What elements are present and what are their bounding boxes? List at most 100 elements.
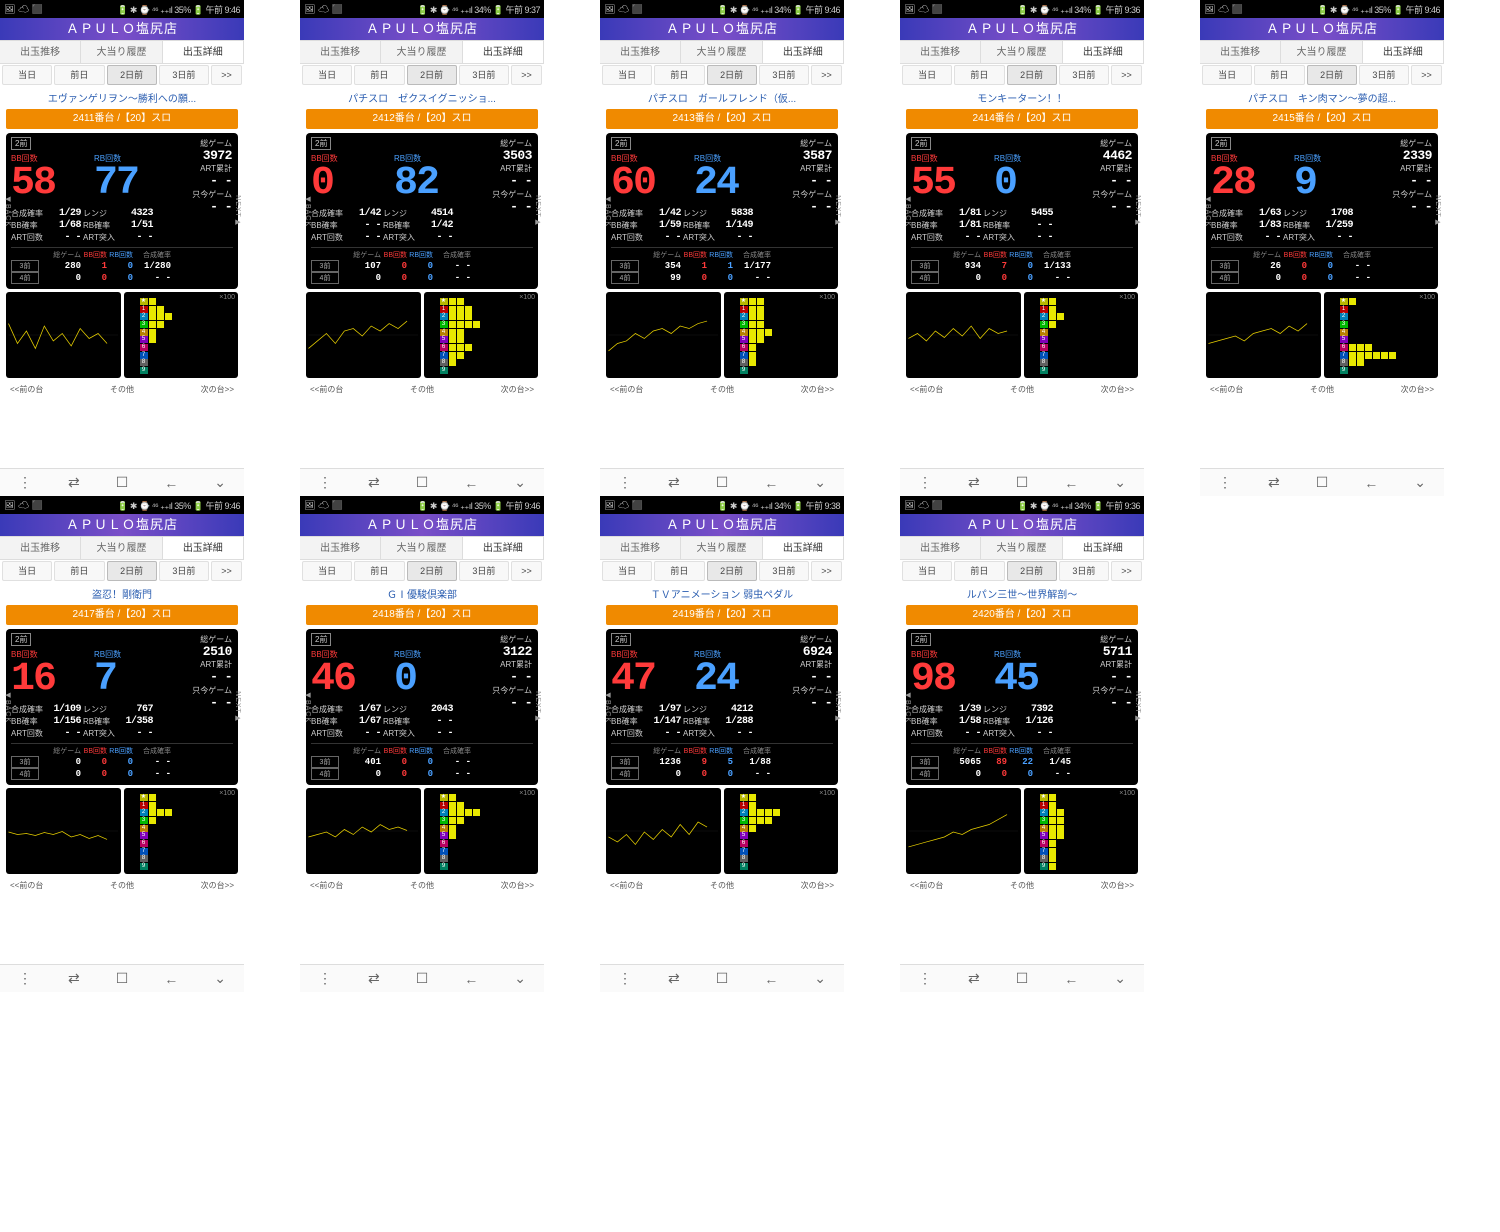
nav-4[interactable]: ⌄ [814,474,826,491]
day-4[interactable]: >> [211,65,242,85]
day-1[interactable]: 前日 [654,561,704,581]
prev-machine[interactable]: <<前の台 [610,880,643,891]
tab-0[interactable]: 出玉推移 [900,40,981,63]
day-0[interactable]: 当日 [902,561,952,581]
tab-2[interactable]: 出玉詳細 [1063,40,1144,63]
day-2[interactable]: 2日前 [707,561,757,581]
other[interactable]: その他 [410,880,434,891]
tab-1[interactable]: 大当り履歴 [981,536,1062,559]
next-label[interactable]: NEXT▶ [1133,691,1141,723]
nav-1[interactable]: ⇄ [968,474,980,491]
day-0[interactable]: 当日 [902,65,952,85]
day-4[interactable]: >> [1111,561,1142,581]
tab-2[interactable]: 出玉詳細 [463,40,544,63]
nav-3[interactable]: ← [1364,475,1378,491]
next-machine[interactable]: 次の台>> [1401,384,1434,395]
nav-2[interactable]: ☐ [116,474,129,491]
machine-title[interactable]: ルパン三世～世界解剖～ [900,582,1144,605]
machine-title[interactable]: モンキーターン！！ [900,86,1144,109]
nav-0[interactable]: ⋮ [318,474,332,491]
nav-0[interactable]: ⋮ [1218,474,1232,491]
day-1[interactable]: 前日 [954,65,1004,85]
day-2[interactable]: 2日前 [407,65,457,85]
next-label[interactable]: NEXT▶ [833,691,841,723]
day-2[interactable]: 2日前 [407,561,457,581]
day-1[interactable]: 前日 [354,65,404,85]
nav-2[interactable]: ☐ [716,970,729,987]
prev-machine[interactable]: <<前の台 [310,384,343,395]
tab-1[interactable]: 大当り履歴 [981,40,1062,63]
nav-3[interactable]: ← [764,475,778,491]
nav-1[interactable]: ⇄ [668,970,680,987]
day-1[interactable]: 前日 [1254,65,1304,85]
machine-title[interactable]: ＴＶアニメーション 弱虫ペダル [600,582,844,605]
back-label[interactable]: ◀BACK [3,691,11,723]
day-3[interactable]: 3日前 [159,561,209,581]
machine-title[interactable]: パチスロ キン肉マン～夢の超... [1200,86,1444,109]
nav-0[interactable]: ⋮ [318,970,332,987]
other[interactable]: その他 [110,384,134,395]
nav-1[interactable]: ⇄ [368,970,380,987]
nav-2[interactable]: ☐ [716,474,729,491]
other[interactable]: その他 [1010,384,1034,395]
nav-4[interactable]: ⌄ [214,474,226,491]
nav-0[interactable]: ⋮ [18,970,32,987]
nav-2[interactable]: ☐ [116,970,129,987]
day-1[interactable]: 前日 [54,65,104,85]
back-label[interactable]: ◀BACK [903,691,911,723]
back-label[interactable]: ◀BACK [603,195,611,227]
next-machine[interactable]: 次の台>> [501,384,534,395]
other[interactable]: その他 [710,880,734,891]
day-4[interactable]: >> [811,561,842,581]
nav-1[interactable]: ⇄ [68,970,80,987]
next-label[interactable]: NEXT▶ [233,195,241,227]
day-2[interactable]: 2日前 [1007,561,1057,581]
nav-4[interactable]: ⌄ [514,970,526,987]
tab-0[interactable]: 出玉推移 [300,40,381,63]
other[interactable]: その他 [710,384,734,395]
day-3[interactable]: 3日前 [759,65,809,85]
next-machine[interactable]: 次の台>> [201,880,234,891]
day-3[interactable]: 3日前 [759,561,809,581]
day-3[interactable]: 3日前 [459,65,509,85]
tab-2[interactable]: 出玉詳細 [163,40,244,63]
tab-0[interactable]: 出玉推移 [900,536,981,559]
day-1[interactable]: 前日 [954,561,1004,581]
prev-machine[interactable]: <<前の台 [310,880,343,891]
nav-4[interactable]: ⌄ [514,474,526,491]
nav-1[interactable]: ⇄ [668,474,680,491]
tab-0[interactable]: 出玉推移 [0,40,81,63]
day-3[interactable]: 3日前 [1359,65,1409,85]
day-0[interactable]: 当日 [2,561,52,581]
nav-3[interactable]: ← [164,971,178,987]
nav-3[interactable]: ← [1064,971,1078,987]
day-0[interactable]: 当日 [302,561,352,581]
next-machine[interactable]: 次の台>> [501,880,534,891]
day-1[interactable]: 前日 [354,561,404,581]
day-1[interactable]: 前日 [54,561,104,581]
tab-2[interactable]: 出玉詳細 [763,536,844,559]
nav-4[interactable]: ⌄ [1414,474,1426,491]
other[interactable]: その他 [1310,384,1334,395]
tab-1[interactable]: 大当り履歴 [81,536,162,559]
nav-4[interactable]: ⌄ [814,970,826,987]
machine-title[interactable]: パチスロ ガールフレンド（仮... [600,86,844,109]
day-0[interactable]: 当日 [602,561,652,581]
tab-2[interactable]: 出玉詳細 [1363,40,1444,63]
nav-3[interactable]: ← [164,475,178,491]
tab-0[interactable]: 出玉推移 [300,536,381,559]
tab-0[interactable]: 出玉推移 [600,536,681,559]
nav-3[interactable]: ← [764,971,778,987]
day-3[interactable]: 3日前 [1059,561,1109,581]
nav-0[interactable]: ⋮ [18,474,32,491]
day-3[interactable]: 3日前 [159,65,209,85]
next-machine[interactable]: 次の台>> [801,880,834,891]
other[interactable]: その他 [410,384,434,395]
day-4[interactable]: >> [511,561,542,581]
back-label[interactable]: ◀BACK [1203,195,1211,227]
nav-4[interactable]: ⌄ [1114,970,1126,987]
next-machine[interactable]: 次の台>> [1101,880,1134,891]
next-machine[interactable]: 次の台>> [201,384,234,395]
nav-2[interactable]: ☐ [416,474,429,491]
back-label[interactable]: ◀BACK [603,691,611,723]
